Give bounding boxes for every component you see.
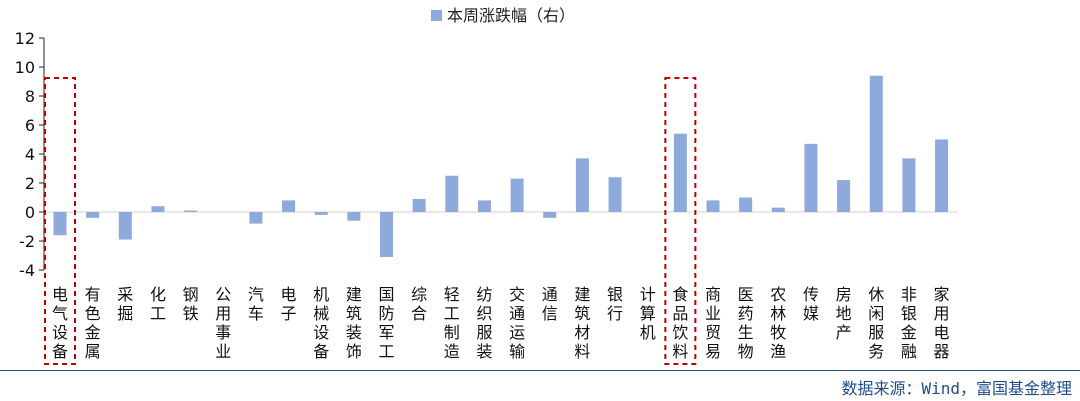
source-note: 数据来源：Wind，富国基金整理 [841,379,1072,398]
category-label: 非银金融 [901,285,917,361]
bar [706,200,720,212]
category-label: 公用事业 [215,285,231,361]
y-tick-label: 0 [25,203,35,222]
bar [869,75,883,212]
bar [673,133,687,212]
y-tick-label: 8 [25,87,35,106]
bar [184,210,198,212]
category-label: 国防军工 [378,285,394,361]
bar [249,212,263,224]
category-label: 建筑材料 [574,285,590,361]
bar [412,198,426,212]
y-tick-label: 12 [15,29,35,48]
category-label: 银行 [607,285,623,323]
bars [53,75,949,257]
bar [477,200,491,212]
bar [380,212,393,257]
category-label: 家用电器 [934,285,950,361]
category-label: 医药生物 [738,285,754,361]
category-label: 通信 [542,285,558,323]
bar [543,212,557,218]
bar [608,177,622,212]
bar [151,206,165,212]
y-tick-label: 10 [15,58,35,77]
category-label: 轻工制造 [444,285,460,361]
bar [575,158,589,212]
bar [837,180,851,212]
category-label: 商业贸易 [705,285,721,361]
bar [935,139,949,212]
category-label: 交通运输 [509,285,525,361]
category-label: 电子 [281,285,297,323]
category-label: 综合 [411,285,427,323]
bar [510,178,524,212]
highlight-boxes [44,77,697,365]
category-label: 纺织服装 [476,285,492,361]
bar [53,212,67,236]
category-label: 有色金属 [85,285,101,361]
bar [314,212,328,215]
highlight-box [44,77,76,365]
bar [445,175,459,212]
y-tick-label: 2 [25,174,35,193]
category-label: 食品饮料 [672,285,688,361]
category-label: 计算机 [640,285,656,342]
category-label: 传媒 [803,285,819,323]
highlight-box [664,77,697,365]
y-axis: -4 -2 0 2 4 6 8 10 12 [15,29,45,280]
category-label: 房地产 [836,285,852,342]
footer-divider [0,370,1080,371]
category-label: 化工 [150,285,166,323]
bar [118,212,132,240]
legend-label-series: 本周涨跌幅（右） [447,6,575,25]
bar [902,158,916,212]
category-label: 电气设备 [52,285,68,361]
bar [282,200,296,212]
bar [771,207,785,212]
chart-legend: 本周涨跌幅（右） [431,6,575,25]
y-tick-label: 6 [25,116,35,135]
category-label: 休闲服务 [868,285,884,361]
y-tick-label: -2 [19,232,35,251]
bar [804,143,818,212]
category-label: 农林牧渔 [770,285,786,361]
category-label: 机械设备 [313,285,329,361]
bar [739,197,753,212]
bar [347,212,361,221]
category-label: 采掘 [117,285,133,323]
bar-chart: 本周涨跌幅（右） -4 -2 0 2 4 6 8 10 12 电气设备 有色金属采掘化工钢铁公用事… [15,6,958,365]
legend-swatch [431,10,442,21]
y-tick-label: -4 [19,261,35,280]
category-label: 钢铁 [183,285,199,323]
bar [86,212,100,218]
category-label: 建筑装饰 [346,285,362,361]
category-label: 汽车 [248,285,264,323]
y-tick-label: 4 [25,145,35,164]
